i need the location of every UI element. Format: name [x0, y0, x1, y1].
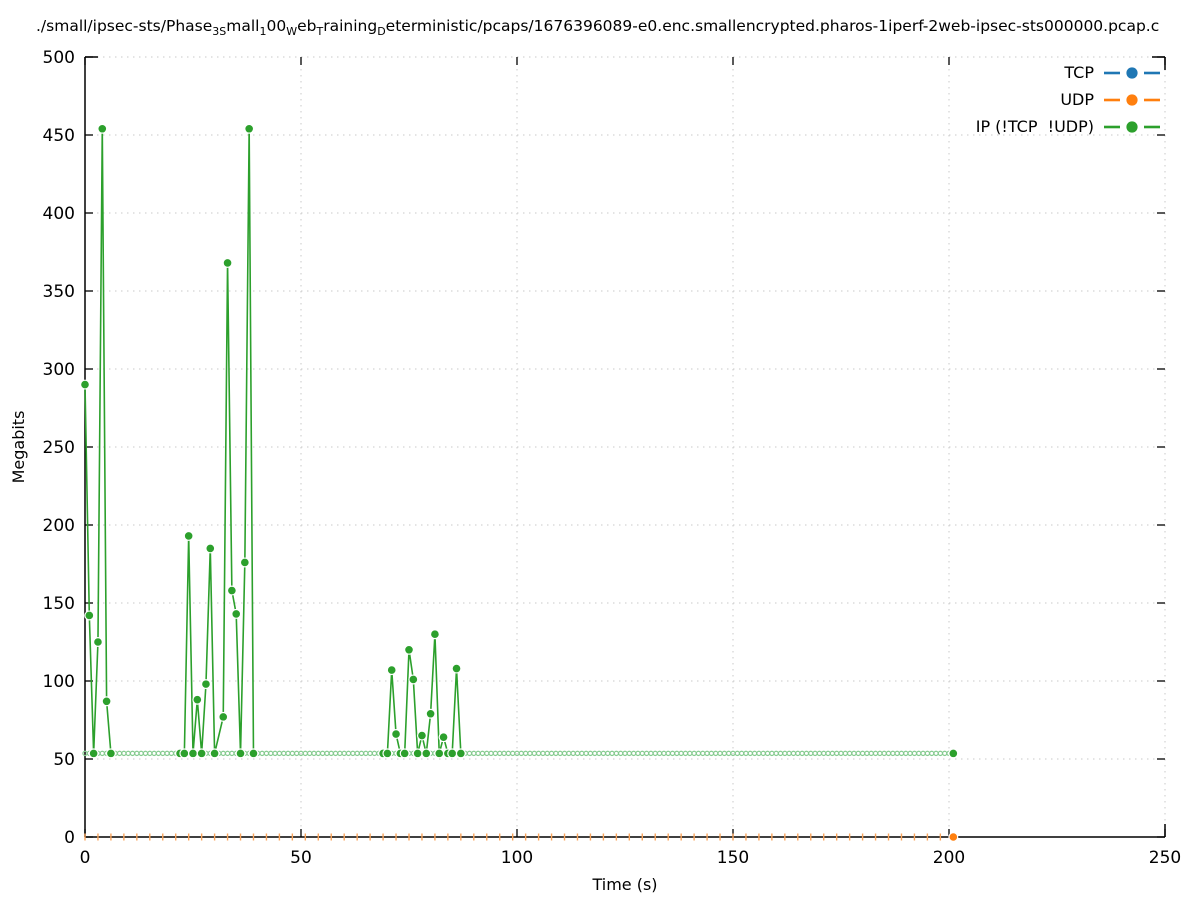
y-tick-label: 150 [43, 594, 75, 614]
tick-labels: 0 50 100 150 200 250 300 350 400 450 500 0 50 100 150 2… [43, 48, 1182, 868]
y-tick-label: 200 [43, 516, 75, 536]
legend-entry-tcp: TCP [976, 59, 1160, 86]
axis-titles: Time (s) Megabits [9, 411, 658, 894]
x-tick-label: 150 [717, 848, 749, 868]
x-tick-label: 100 [501, 848, 533, 868]
legend-label-tcp: TCP [1064, 63, 1094, 82]
legend-label-ip-other: IP (!TCP !UDP) [975, 117, 1094, 136]
y-tick-label: 500 [43, 48, 75, 68]
y-tick-label: 100 [43, 672, 75, 692]
chart-title: ./small/ipsec-sts/Phase3Small100WebTrain… [36, 17, 1160, 35]
series-lines-2 [84, 127, 462, 755]
legend-entry-udp: UDP [976, 86, 1160, 113]
y-tick-label: 400 [43, 204, 75, 224]
legend-entry-ip-other: IP (!TCP !UDP) [976, 113, 1160, 140]
chart-legend: TCP UDP IP (!TCP !UDP) [976, 59, 1160, 140]
x-axis-title: Time (s) [591, 875, 657, 894]
y-tick-label: 300 [43, 360, 75, 380]
y-tick-label: 0 [64, 828, 75, 848]
series-points-1 [948, 831, 959, 842]
y-tick-label: 350 [43, 282, 75, 302]
x-tick-label: 50 [290, 848, 312, 868]
x-tick-label: 200 [933, 848, 965, 868]
legend-swatch-tcp-icon [1104, 66, 1160, 79]
y-tick-label: 50 [53, 750, 75, 770]
legend-swatch-ip-other-icon [1104, 120, 1160, 133]
y-tick-label: 250 [43, 438, 75, 458]
x-tick-label: 250 [1149, 848, 1181, 868]
legend-swatch-udp-icon [1104, 93, 1160, 106]
series-udp-markers [84, 833, 942, 841]
x-tick-label: 0 [80, 848, 91, 868]
series-points-2 [79, 123, 959, 759]
y-tick-label: 450 [43, 126, 75, 146]
gridlines [85, 56, 1166, 837]
legend-label-udp: UDP [1060, 90, 1094, 109]
axes [84, 56, 1166, 838]
y-axis-title: Megabits [9, 411, 28, 484]
